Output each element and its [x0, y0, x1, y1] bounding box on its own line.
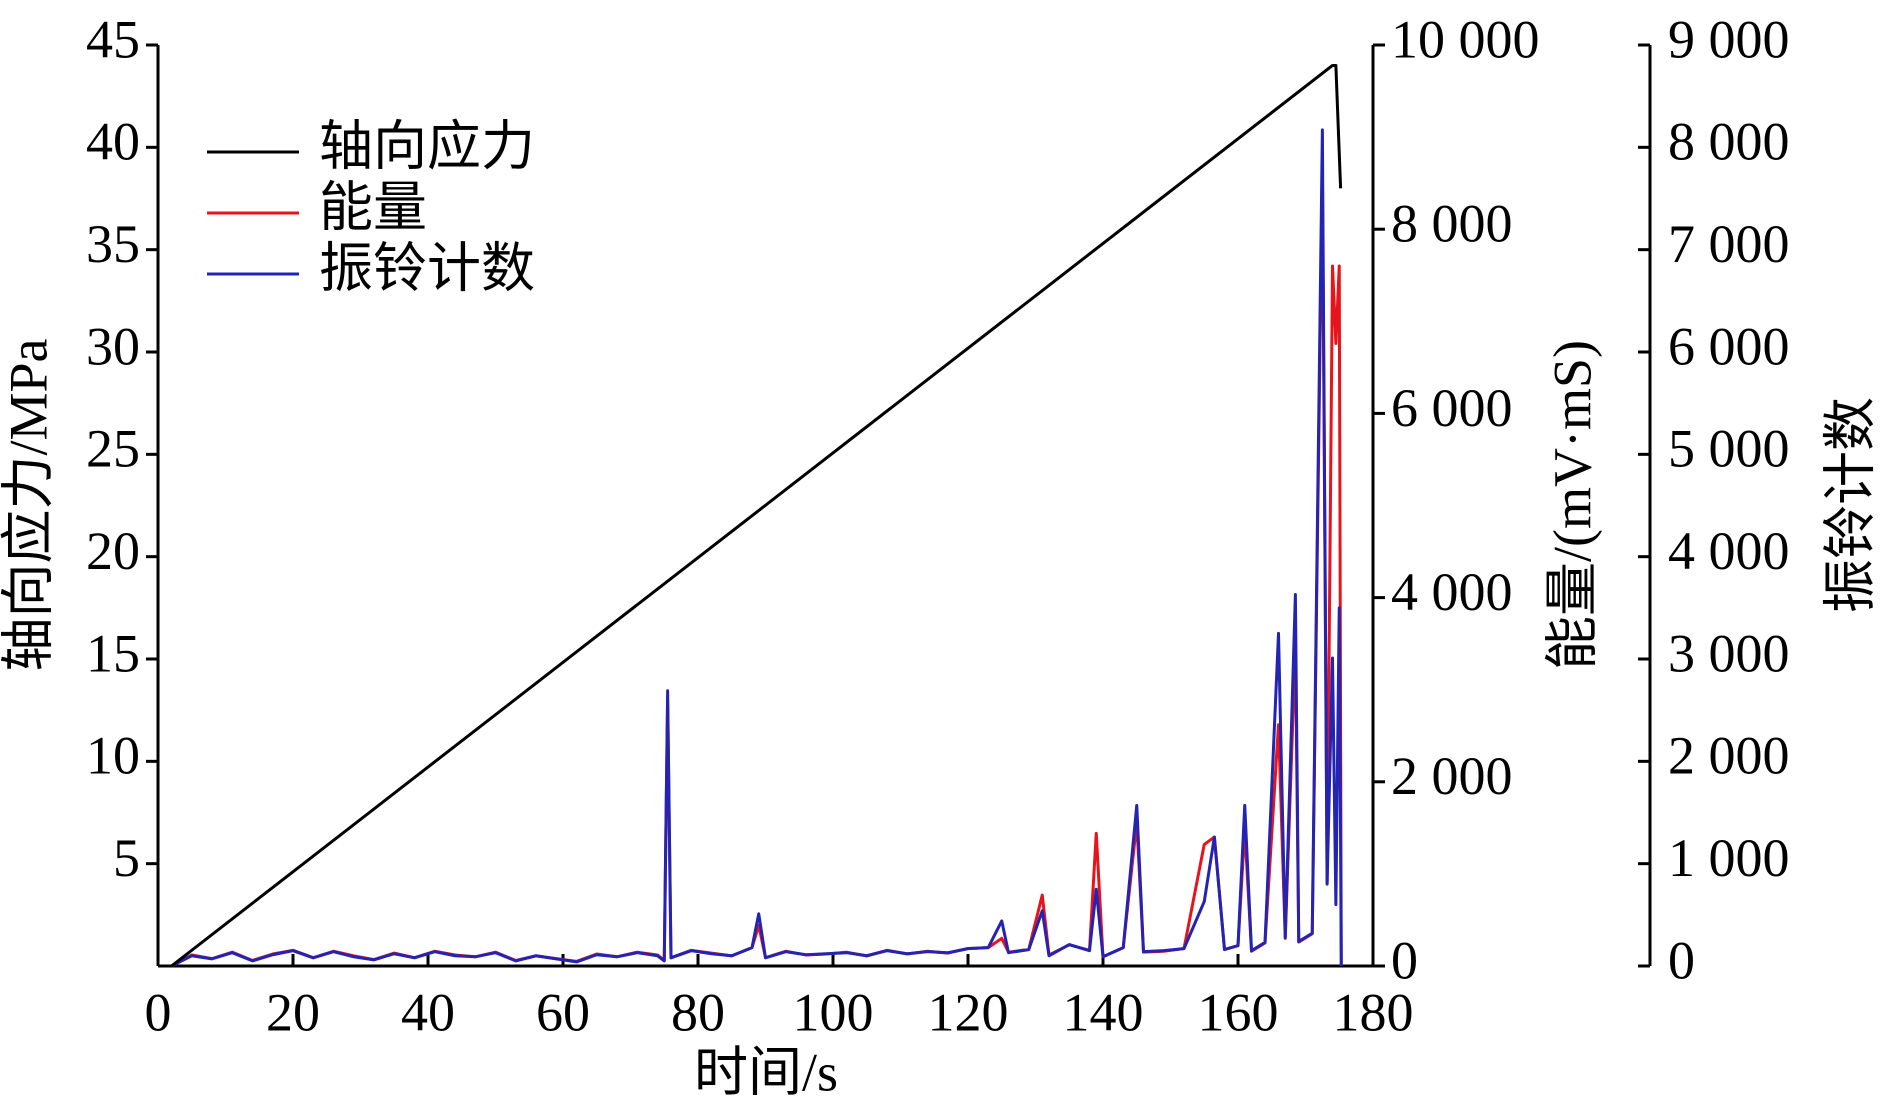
x-tick-label: 60 — [536, 982, 590, 1042]
y-tick-label: 5 — [113, 828, 140, 888]
y3-tick-label: 2 000 — [1668, 726, 1790, 786]
y-tick-label: 40 — [86, 112, 140, 172]
y3-tick-label: 6 000 — [1668, 316, 1790, 376]
x-tick-label: 100 — [793, 982, 874, 1042]
x-tick-label: 0 — [145, 982, 172, 1042]
y3-tick-label: 5 000 — [1668, 419, 1790, 479]
series-line — [170, 128, 1343, 968]
y3-tick-label: 0 — [1668, 930, 1695, 990]
x-tick-label: 160 — [1198, 982, 1279, 1042]
y3-axis-title: 振铃计数 — [1820, 397, 1880, 613]
y2-tick-label: 0 — [1391, 930, 1418, 990]
legend-label: 能量 — [319, 177, 427, 237]
x-tick-label: 40 — [401, 982, 455, 1042]
y3-tick-label: 9 000 — [1668, 9, 1790, 69]
y2-axis-title: 能量/(mV·mS) — [1542, 340, 1602, 670]
y3-tick-label: 8 000 — [1668, 112, 1790, 172]
y3-tick-label: 3 000 — [1668, 623, 1790, 683]
x-tick-label: 120 — [928, 982, 1009, 1042]
y2-tick-label: 6 000 — [1391, 378, 1513, 438]
x-tick-label: 20 — [266, 982, 320, 1042]
x-tick-label: 140 — [1063, 982, 1144, 1042]
x-tick-label: 180 — [1333, 982, 1414, 1042]
y-tick-label: 30 — [86, 316, 140, 376]
y3-tick-label: 1 000 — [1668, 828, 1790, 888]
legend-label: 轴向应力 — [319, 116, 535, 176]
y-tick-label: 15 — [86, 623, 140, 683]
y2-tick-label: 2 000 — [1391, 746, 1513, 806]
y3-tick-label: 4 000 — [1668, 521, 1790, 581]
legend-label: 振铃计数 — [319, 238, 535, 298]
y-tick-label: 25 — [86, 419, 140, 479]
y-tick-label: 45 — [86, 9, 140, 69]
x-tick-label: 80 — [671, 982, 725, 1042]
y-axis-title: 轴向应力/MPa — [0, 338, 58, 671]
y3-tick-label: 7 000 — [1668, 214, 1790, 274]
y2-tick-label: 8 000 — [1391, 194, 1513, 254]
y-tick-label: 10 — [86, 726, 140, 786]
y-tick-label: 35 — [86, 214, 140, 274]
y-tick-label: 20 — [86, 521, 140, 581]
series-line — [170, 63, 1343, 968]
y2-tick-label: 4 000 — [1391, 562, 1513, 622]
x-axis-title: 时间/s — [694, 1042, 838, 1102]
y2-tick-label: 10 000 — [1391, 9, 1540, 69]
